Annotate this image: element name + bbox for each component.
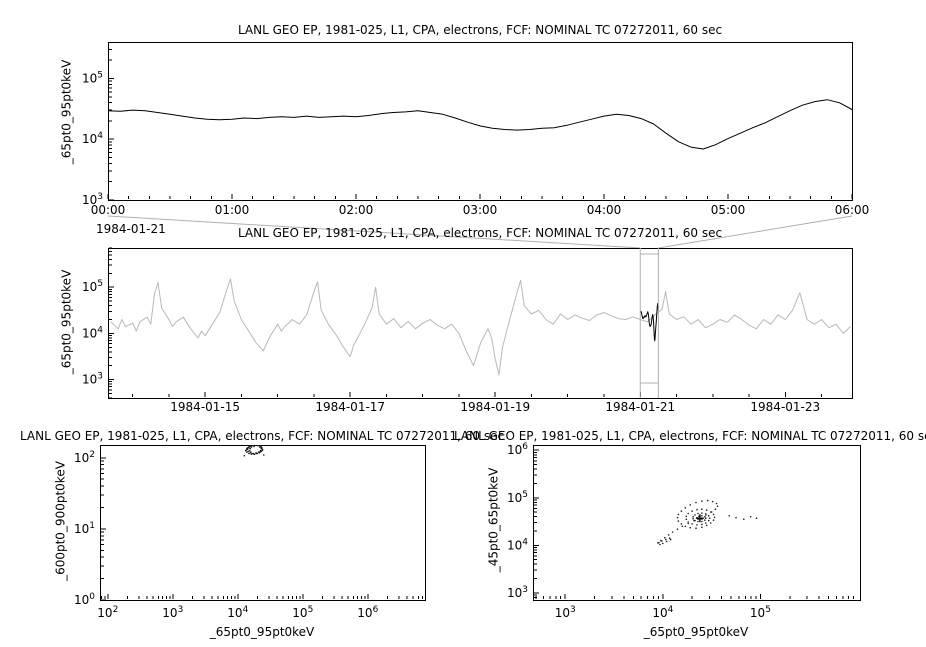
tick-label: 106	[357, 605, 378, 620]
tick-label: 103	[82, 192, 103, 207]
panel1-title: LANL GEO EP, 1981-025, L1, CPA, electron…	[237, 23, 723, 37]
tick-label: 103	[507, 585, 528, 600]
context-series	[110, 278, 851, 376]
tick-label: 05:00	[711, 203, 746, 217]
plot-frame[interactable]	[100, 445, 426, 601]
tick-label: 103	[82, 372, 103, 387]
tick-label: 105	[292, 605, 313, 620]
scatter-45-65-points	[657, 499, 758, 546]
tick-label: 106	[507, 442, 528, 457]
tick-label: 04:00	[587, 203, 622, 217]
tick-label: 103	[162, 605, 183, 620]
zoom-selection-box[interactable]	[639, 248, 659, 398]
tick-label: 105	[82, 279, 103, 294]
tick-label: 104	[82, 131, 103, 146]
tick-label: 1984-01-19	[460, 400, 530, 414]
tick-label: 103	[555, 605, 576, 620]
panel1-y-axis-label[interactable]: _65pt0_95pt0keV	[59, 59, 74, 165]
tick-label: 101	[74, 521, 95, 536]
tick-label: 03:00	[463, 203, 498, 217]
tick-label: 105	[750, 605, 771, 620]
plot-frame[interactable]	[108, 248, 853, 399]
tick-label: 02:00	[339, 203, 374, 217]
zoom-connector-left	[107, 215, 641, 249]
panel3-title: LANL GEO EP, 1981-025, L1, CPA, electron…	[19, 429, 505, 443]
zoom-connector-right	[658, 215, 853, 249]
tick-label: 06:00	[835, 203, 870, 217]
tick-label: 105	[82, 70, 103, 85]
tick-label: 1984-01-17	[315, 400, 385, 414]
tick-label: 100	[74, 592, 95, 607]
tick-label: 1984-01-15	[170, 400, 240, 414]
panel2-title: LANL GEO EP, 1981-025, L1, CPA, electron…	[237, 226, 723, 240]
panel3-x-axis-label[interactable]: _65pt0_95pt0keV	[209, 625, 315, 639]
plot-frame[interactable]	[108, 42, 853, 201]
tick-label: 104	[227, 605, 248, 620]
tick-label: 01:00	[215, 203, 250, 217]
panel2-y-axis-label[interactable]: _65pt0_95pt0keV	[59, 269, 74, 375]
tick-label: 102	[97, 605, 118, 620]
plot-frame[interactable]	[533, 445, 861, 601]
scatter-600-900-points	[243, 445, 265, 457]
panel4-title: LANL GEO EP, 1981-025, L1, CPA, electron…	[453, 429, 926, 443]
top-series	[108, 99, 852, 150]
tick-label: 104	[82, 325, 103, 340]
panel3-y-axis-label[interactable]: _600pt0_900pt0keV	[53, 461, 68, 581]
tick-label: 104	[507, 537, 528, 552]
tick-label: 00:00	[91, 203, 126, 217]
tick-label: 1984-01-23	[750, 400, 820, 414]
panel1-x-axis-date-label[interactable]: 1984-01-21	[96, 222, 166, 236]
tick-label: 105	[507, 490, 528, 505]
panel4-y-axis-label[interactable]: _45pt0_65pt0keV	[486, 467, 501, 573]
panel4-x-axis-label[interactable]: _65pt0_95pt0keV	[643, 625, 749, 639]
tick-label: 102	[74, 450, 95, 465]
tick-label: 104	[652, 605, 673, 620]
tick-label: 1984-01-21	[605, 400, 675, 414]
